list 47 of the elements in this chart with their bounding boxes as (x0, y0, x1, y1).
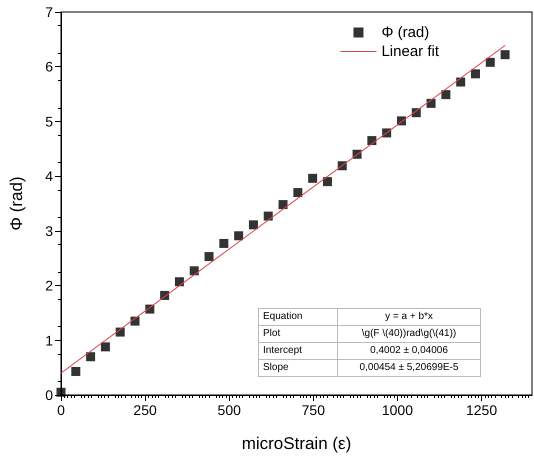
x-tick-label: 750 (302, 402, 326, 418)
y-tick-label: 2 (45, 278, 54, 294)
legend-label: Φ (rad) (381, 24, 430, 41)
y-tick-label: 6 (45, 58, 54, 75)
y-tick-label: 3 (45, 222, 54, 239)
point (456, 78, 466, 87)
point (264, 212, 273, 221)
point (500, 50, 510, 60)
legend-label: Linear fit (381, 43, 440, 60)
x-tick-label: 0 (57, 402, 66, 418)
point (486, 58, 495, 67)
point (234, 231, 244, 240)
annotation: 0,00454 ± 5,20699E-5 (338, 360, 480, 376)
point (293, 188, 302, 198)
y-tick-label: 7 (45, 4, 54, 20)
point (248, 220, 258, 230)
x-axis-title: microStrain (ε) (242, 434, 352, 453)
y-tick-label: 4 (45, 168, 54, 184)
point (470, 69, 480, 78)
y-tick-label: 0 (45, 387, 54, 403)
x-tick-label: 250 (133, 402, 157, 418)
point (204, 252, 214, 262)
point (322, 177, 332, 186)
point (219, 238, 228, 248)
x-tick-label: 1000 (382, 402, 414, 418)
y-tick-label: 5 (45, 113, 54, 130)
y-tick-label: 1 (45, 332, 54, 348)
point (426, 98, 436, 108)
annotation: 0,4002 ± 0,04006 (338, 342, 480, 360)
annotation: Plot (258, 326, 338, 342)
annotation: y = a + b*x (338, 308, 480, 326)
annotation: Equation (258, 308, 338, 326)
annotation: Slope (258, 360, 338, 376)
point (174, 277, 184, 286)
y-axis-title: Φ (rad) (7, 176, 26, 231)
x-tick-label: 1250 (466, 402, 498, 418)
annotation: Intercept (258, 342, 338, 360)
annotation: \g(F \(40))rad\g(\(41)) (338, 326, 480, 342)
point (100, 342, 110, 352)
point (441, 90, 450, 100)
point (71, 366, 80, 376)
point (367, 136, 376, 146)
point (190, 266, 199, 276)
point (86, 352, 96, 362)
x-tick-label: 500 (218, 402, 242, 418)
point (278, 200, 288, 210)
point (308, 174, 318, 183)
